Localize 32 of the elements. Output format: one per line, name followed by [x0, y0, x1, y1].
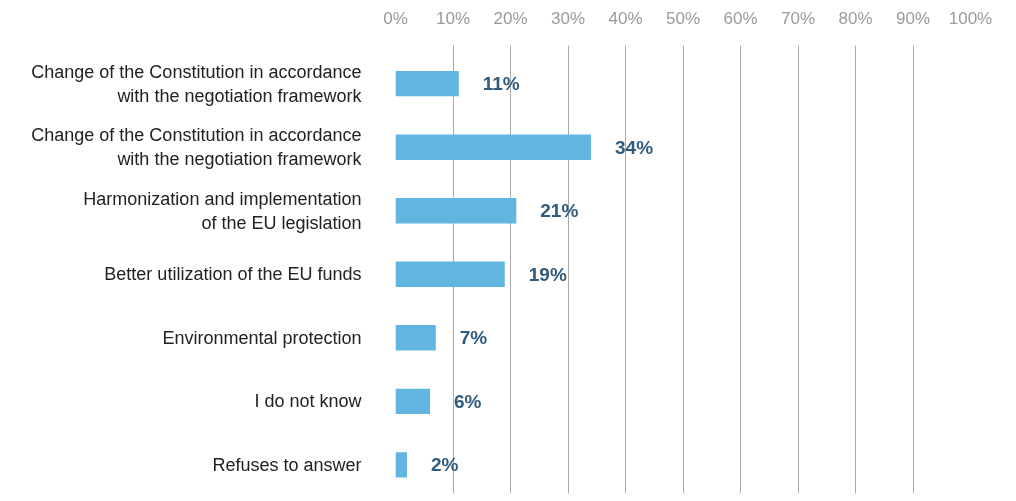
bar	[395, 70, 459, 97]
y-tick-label: I do not know	[254, 391, 363, 412]
data-label: 6%	[454, 390, 482, 412]
x-tick-label: 0%	[383, 8, 408, 28]
bar	[395, 452, 407, 478]
data-label: 7%	[459, 327, 488, 349]
x-tick-label: 30%	[550, 8, 586, 28]
x-tick-label: 40%	[608, 8, 643, 28]
x-tick-label: 90%	[895, 8, 931, 28]
bar	[395, 134, 591, 160]
bar	[395, 261, 505, 287]
x-tick-label: 70%	[780, 8, 816, 28]
y-tick-label: Change of the Constitution in accordance with the negotiation framework	[31, 125, 363, 170]
data-label: 21%	[540, 200, 579, 222]
x-tick-label: 10%	[435, 8, 471, 28]
x-tick-label: 60%	[723, 8, 758, 28]
y-tick-label: Change of the Constitution in accordance with the negotiation framework	[31, 61, 363, 106]
bar	[395, 198, 517, 224]
data-label: 19%	[528, 263, 567, 285]
x-tick-label: 100%	[948, 8, 993, 28]
bar	[395, 325, 436, 351]
y-tick-label: Refuses to answer	[212, 454, 362, 475]
x-tick-label: 20%	[493, 8, 528, 28]
data-label: 2%	[431, 454, 459, 476]
y-tick-label: Environmental protection	[162, 327, 362, 348]
data-label: 11%	[482, 73, 520, 95]
x-tick-label: 50%	[665, 8, 701, 28]
y-tick-label: Better utilization of the EU funds	[104, 264, 362, 285]
bar	[395, 388, 430, 415]
x-tick-label: 80%	[838, 8, 873, 28]
y-tick-label: Harmonization and implementation of the EU legislation	[83, 188, 362, 233]
data-label: 34%	[615, 136, 654, 158]
